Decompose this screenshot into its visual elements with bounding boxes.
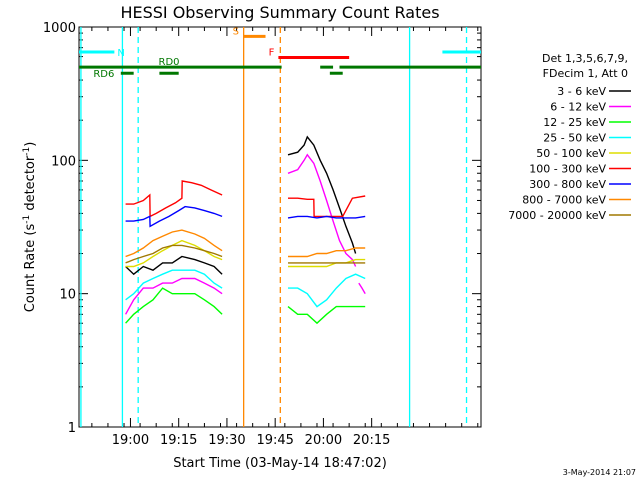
series-line xyxy=(125,287,223,324)
legend-entry-label: 800 - 7000 keV xyxy=(522,194,606,207)
series-line xyxy=(288,258,366,268)
series-line xyxy=(125,269,223,301)
x-tick-label: 20:00 xyxy=(305,433,342,448)
time-markers xyxy=(80,27,468,427)
x-tick-label: 19:30 xyxy=(208,433,245,448)
legend-title-line1: Det 1,3,5,6,7,9, xyxy=(542,52,628,65)
legend-entry-label: 3 - 6 keV xyxy=(557,85,606,98)
series-line xyxy=(287,215,366,219)
x-tick-label: 19:00 xyxy=(112,433,149,448)
legend: Det 1,3,5,6,7,9, FDecim 1, Att 0 3 - 6 k… xyxy=(508,52,631,222)
legend-entry-label: 300 - 800 keV xyxy=(529,178,606,191)
series-line xyxy=(125,255,223,276)
y-axis-label: Count Rate (s-1 detector-1) xyxy=(22,142,38,313)
flag-label: N xyxy=(117,48,124,59)
series-line xyxy=(125,205,223,228)
legend-entry-label: 6 - 12 keV xyxy=(550,101,606,114)
flag-label: S xyxy=(233,26,239,37)
x-axis-label: Start Time (03-May-14 18:47:02) xyxy=(173,456,387,471)
series-line xyxy=(287,153,357,267)
series-line xyxy=(124,277,223,315)
axis-ticks: 19:00 19:15 19:30 19:45 20:00 20:15 1 10 100 1000 xyxy=(43,21,481,448)
series-line xyxy=(358,282,366,295)
legend-entries: 3 - 6 keV 6 - 12 keV 12 - 25 keV 25 - 50 ke… xyxy=(508,85,631,222)
flag-label: F xyxy=(269,48,275,59)
legend-entry-label: 25 - 50 keV xyxy=(543,132,606,145)
flag-label: RD6 xyxy=(93,69,114,80)
y-tick-label: 1 xyxy=(68,421,76,436)
series-line xyxy=(287,135,357,254)
y-tick-label: 1000 xyxy=(43,21,76,36)
x-tick-label: 19:15 xyxy=(160,433,197,448)
series-line xyxy=(288,247,366,258)
series-line xyxy=(125,244,223,264)
legend-entry-label: 50 - 100 keV xyxy=(536,147,606,160)
series-line xyxy=(288,273,366,308)
x-tick-label: 20:15 xyxy=(353,433,390,448)
series-line xyxy=(287,305,366,325)
date-stamp: 3-May-2014 21:07 xyxy=(563,468,636,477)
series-line xyxy=(288,195,366,218)
series-line xyxy=(125,180,223,218)
chart-title: HESSI Observing Summary Count Rates xyxy=(120,3,439,22)
x-tick-label: 19:45 xyxy=(256,433,293,448)
y-tick-label: 10 xyxy=(59,288,76,303)
legend-entry-label: 12 - 25 keV xyxy=(543,116,606,129)
flag-label: RD0 xyxy=(159,57,180,68)
series-lines xyxy=(124,135,366,325)
y-tick-label: 100 xyxy=(51,154,76,169)
legend-entry-label: 100 - 300 keV xyxy=(529,163,606,176)
status-flag-bars: N S F RD0 RD6 xyxy=(79,26,481,80)
legend-title-line2: FDecim 1, Att 0 xyxy=(543,67,628,80)
legend-entry-label: 7000 - 20000 keV xyxy=(508,209,606,222)
series-line xyxy=(125,229,223,258)
